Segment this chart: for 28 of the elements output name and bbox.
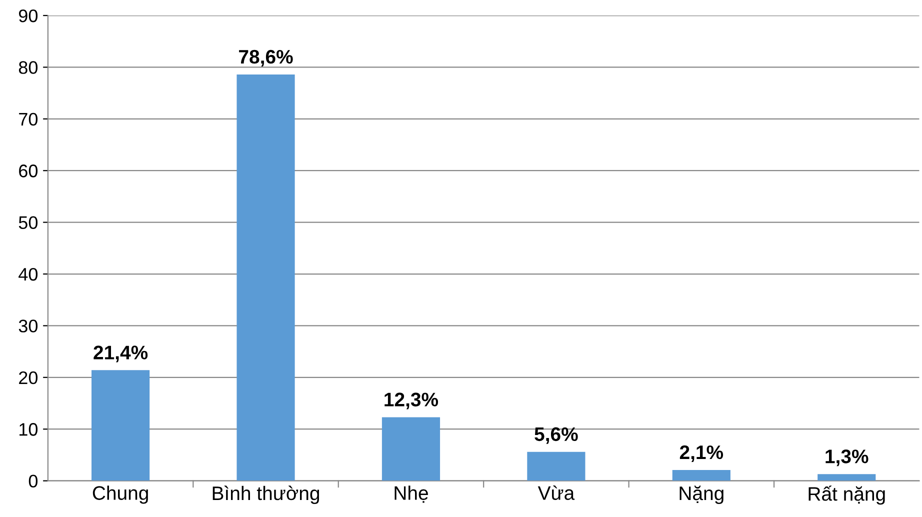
data-label: 12,3% bbox=[384, 392, 438, 410]
x-tick-label: Nhẹ bbox=[394, 486, 428, 503]
bar bbox=[527, 452, 586, 481]
bar bbox=[818, 474, 876, 481]
bar bbox=[672, 470, 730, 481]
y-tick-label: 90 bbox=[18, 9, 38, 22]
y-tick-label: 40 bbox=[18, 268, 38, 281]
y-tick-label: 0 bbox=[28, 474, 38, 488]
data-label: 78,6% bbox=[239, 50, 293, 66]
data-label: 5,6% bbox=[534, 427, 578, 444]
y-tick-label: 80 bbox=[18, 61, 38, 74]
data-label: 21,4% bbox=[94, 346, 148, 362]
x-tick-label: Nặng bbox=[680, 486, 724, 504]
bar bbox=[92, 370, 150, 481]
bar bbox=[382, 417, 440, 481]
y-tick-label: 60 bbox=[19, 164, 38, 178]
x-tick-label: Bình thường bbox=[212, 486, 320, 504]
y-tick-label: 20 bbox=[19, 371, 38, 384]
y-tick-label: 70 bbox=[19, 112, 38, 126]
x-tick-label: Rất nặng bbox=[808, 486, 885, 505]
y-tick-label: 10 bbox=[20, 423, 38, 436]
x-tick-label: Vừa bbox=[538, 485, 575, 500]
y-tick-label: 30 bbox=[18, 320, 38, 332]
bar bbox=[236, 74, 295, 481]
data-label: 2,1% bbox=[680, 445, 724, 462]
x-tick-label: Chung bbox=[92, 486, 148, 504]
data-label: 1,3% bbox=[826, 450, 868, 466]
y-tick-label: 50 bbox=[18, 216, 38, 230]
